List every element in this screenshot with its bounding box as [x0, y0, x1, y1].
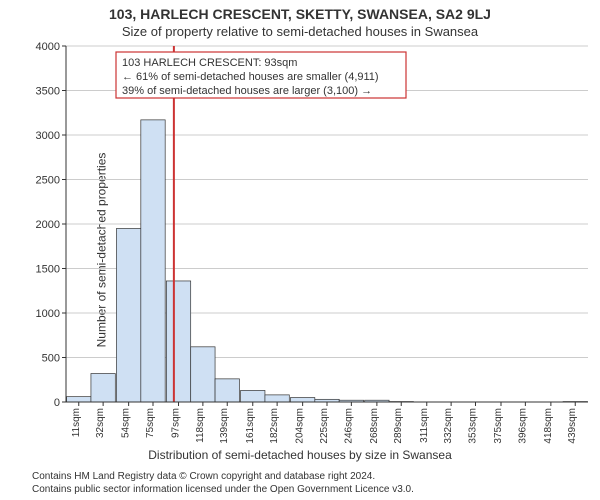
- annotation-line: ← 61% of semi-detached houses are smalle…: [122, 71, 379, 83]
- xtick-label: 182sqm: [269, 408, 280, 444]
- xtick-label: 439sqm: [567, 408, 578, 444]
- xtick-label: 32sqm: [95, 408, 106, 438]
- xtick-label: 139sqm: [219, 408, 230, 444]
- chart-title: 103, HARLECH CRESCENT, SKETTY, SWANSEA, …: [0, 6, 600, 22]
- histogram-bar: [215, 379, 239, 402]
- xtick-label: 161sqm: [245, 408, 256, 444]
- x-axis-label: Distribution of semi-detached houses by …: [0, 448, 600, 462]
- xtick-label: 97sqm: [171, 408, 182, 438]
- xtick-label: 75sqm: [145, 408, 156, 438]
- histogram-bar: [290, 398, 314, 402]
- ytick-label: 0: [54, 397, 60, 409]
- xtick-label: 289sqm: [393, 408, 404, 444]
- histogram-bar: [166, 281, 190, 402]
- xtick-label: 54sqm: [121, 408, 132, 438]
- xtick-label: 418sqm: [543, 408, 554, 444]
- histogram-plot: 0500100015002000250030003500400011sqm32s…: [66, 46, 588, 402]
- histogram-bar: [91, 374, 115, 402]
- xtick-label: 268sqm: [369, 408, 380, 444]
- histogram-bar: [116, 228, 140, 402]
- xtick-label: 225sqm: [319, 408, 330, 444]
- histogram-bar: [141, 120, 165, 402]
- chart-subtitle: Size of property relative to semi-detach…: [0, 24, 600, 39]
- ytick-label: 1000: [36, 308, 60, 320]
- ytick-label: 1500: [36, 264, 60, 276]
- histogram-bar: [265, 395, 289, 402]
- xtick-label: 396sqm: [517, 408, 528, 444]
- xtick-label: 118sqm: [195, 408, 206, 443]
- ytick-label: 2500: [36, 175, 60, 187]
- ytick-label: 3000: [36, 130, 60, 142]
- annotation-line: 103 HARLECH CRESCENT: 93sqm: [122, 57, 297, 69]
- histogram-bar: [67, 397, 91, 402]
- xtick-label: 311sqm: [419, 408, 430, 443]
- annotation-line: 39% of semi-detached houses are larger (…: [122, 85, 372, 97]
- ytick-label: 500: [42, 353, 60, 365]
- xtick-label: 375sqm: [493, 408, 504, 444]
- histogram-bar: [241, 390, 265, 402]
- ytick-label: 2000: [36, 219, 60, 231]
- xtick-label: 204sqm: [295, 408, 306, 444]
- ytick-label: 3500: [36, 86, 60, 98]
- xtick-label: 332sqm: [443, 408, 454, 444]
- histogram-svg: 0500100015002000250030003500400011sqm32s…: [66, 46, 588, 402]
- xtick-label: 246sqm: [343, 408, 354, 444]
- histogram-bar: [191, 347, 215, 402]
- xtick-label: 353sqm: [467, 408, 478, 444]
- xtick-label: 11sqm: [71, 408, 82, 437]
- attribution-line-1: Contains HM Land Registry data © Crown c…: [32, 471, 375, 482]
- ytick-label: 4000: [36, 41, 60, 53]
- attribution-line-2: Contains public sector information licen…: [32, 484, 414, 495]
